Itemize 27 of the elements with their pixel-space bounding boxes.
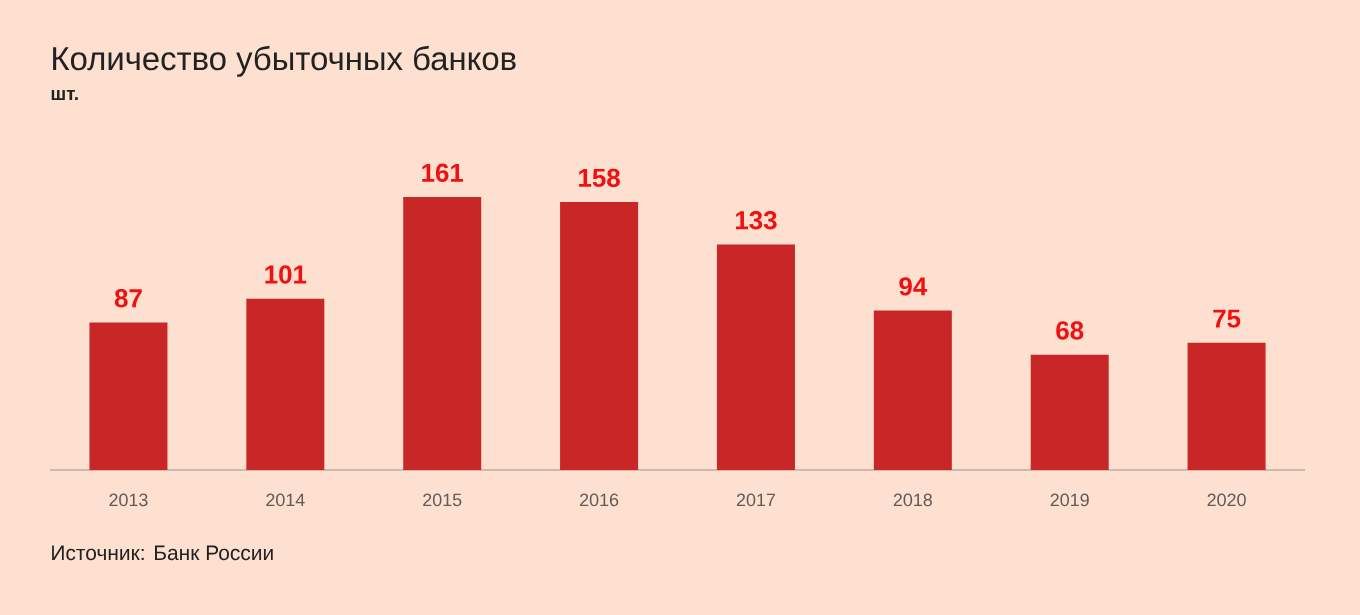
data-label: 94 [899, 277, 928, 296]
bar [1187, 342, 1266, 470]
bar [560, 202, 639, 470]
x-tick-label: 2016 [580, 493, 619, 507]
x-tick-label: 2015 [423, 493, 462, 507]
chart-title: Количество убыточных банков [53, 45, 516, 77]
data-label: 133 [735, 211, 777, 230]
data-label: 161 [422, 163, 464, 182]
chart-subtitle: шт. [51, 89, 78, 100]
x-tick-label: 2019 [1050, 493, 1089, 507]
x-tick-label: 2013 [109, 493, 148, 507]
bar [89, 322, 168, 470]
bar [246, 298, 325, 470]
bar [1030, 354, 1109, 470]
text: Источник: Банк России [52, 545, 273, 561]
x-tick-label: 2017 [736, 493, 775, 507]
x-tick-label: 2014 [266, 493, 305, 507]
bar [716, 244, 795, 470]
x-tick-label: 2018 [893, 493, 932, 507]
data-label: 68 [1056, 321, 1084, 340]
x-tick-label: 2020 [1207, 493, 1246, 507]
data-label: 101 [265, 265, 307, 284]
data-label: 87 [114, 289, 142, 308]
bar [873, 310, 952, 470]
data-label: 158 [579, 168, 620, 188]
bar [403, 196, 482, 470]
data-label: 75 [1213, 309, 1241, 328]
